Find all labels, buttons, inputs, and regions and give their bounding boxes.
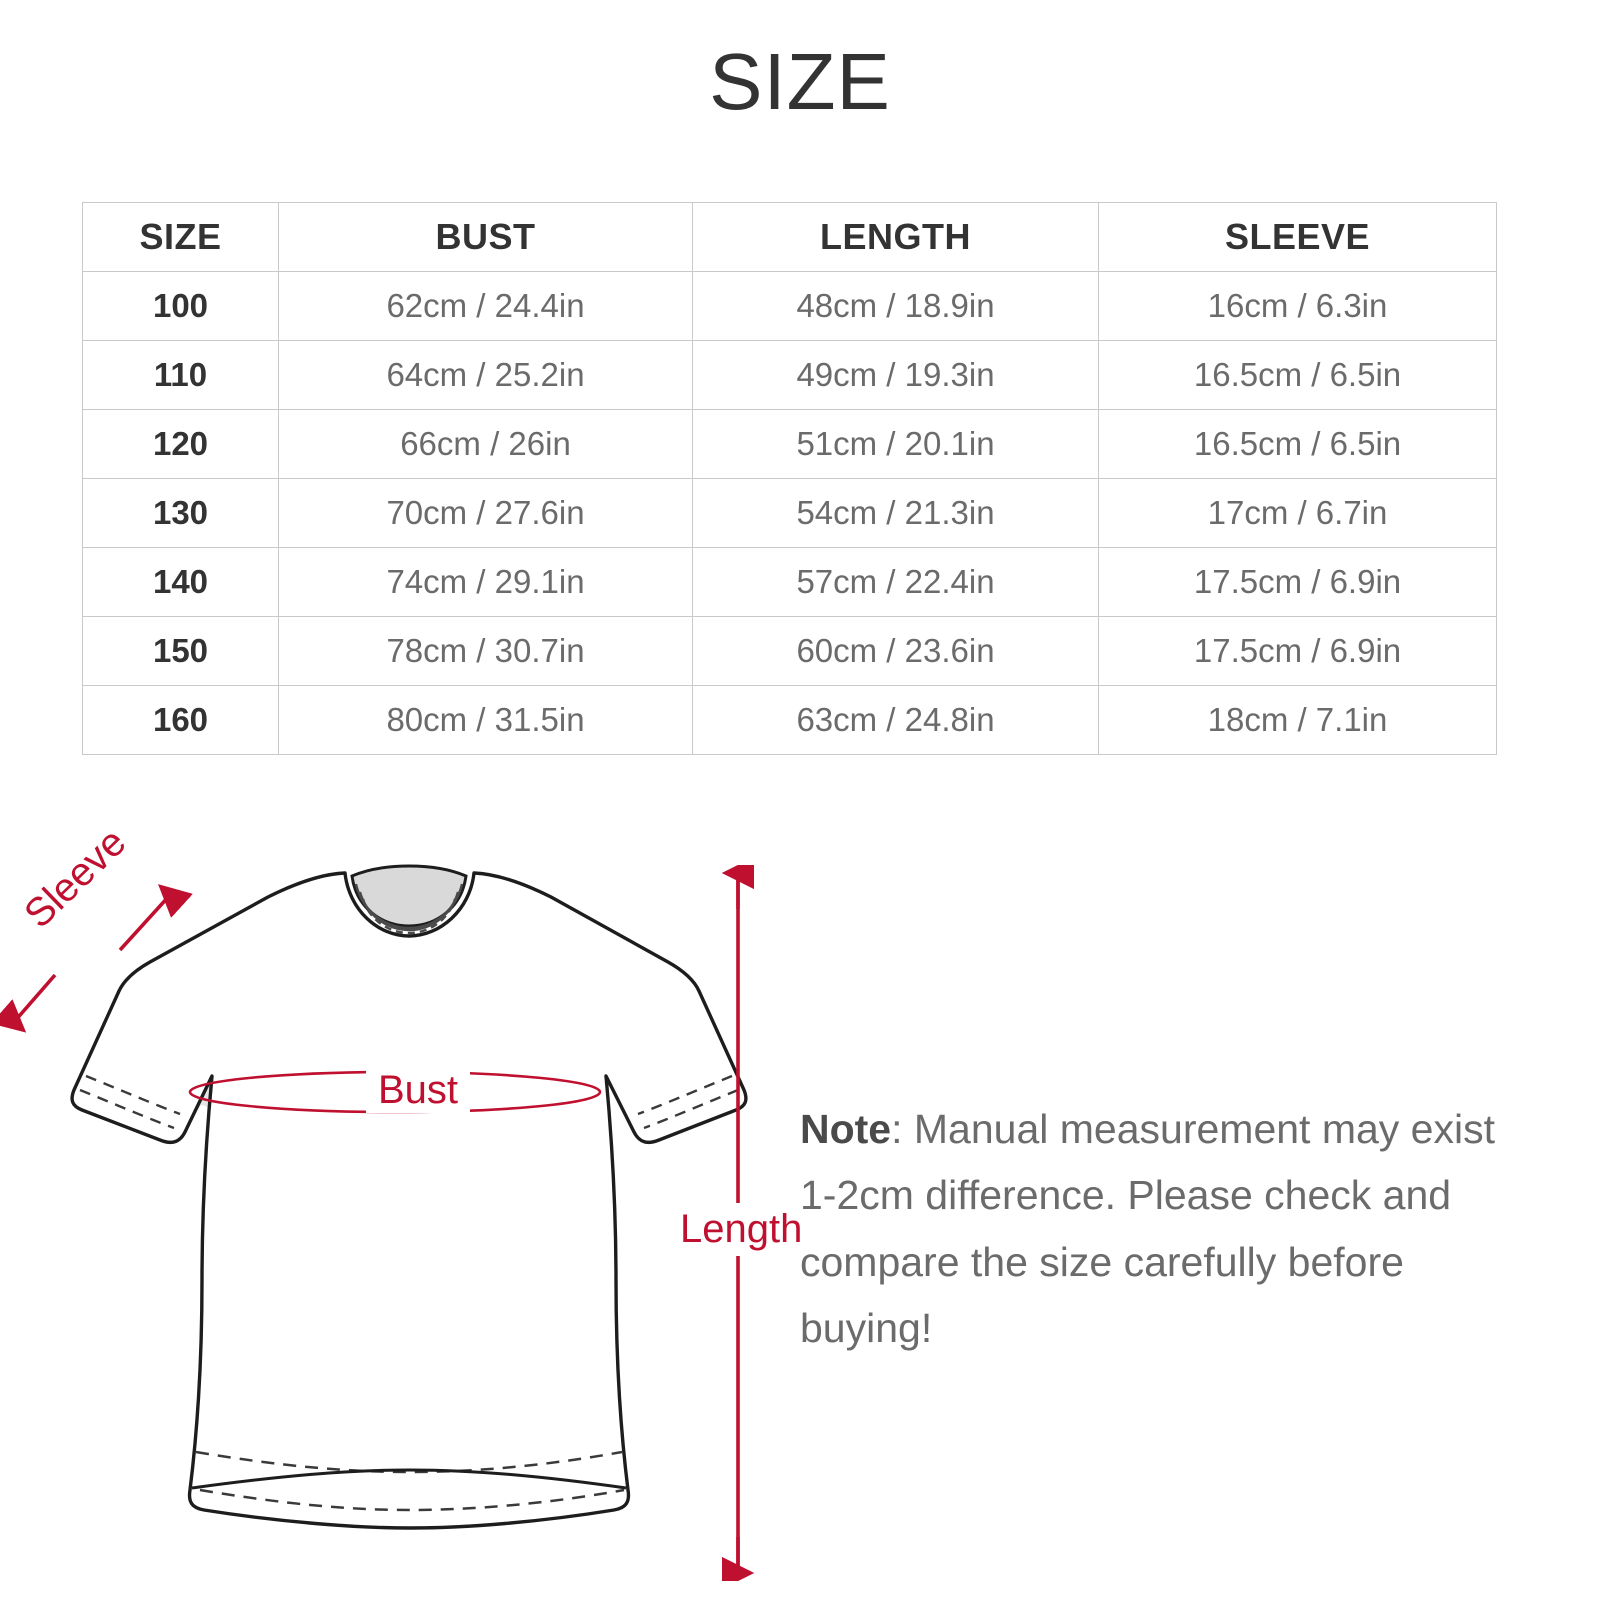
cell-length: 63cm / 24.8in [692, 685, 1099, 755]
cell-length: 49cm / 19.3in [692, 340, 1099, 410]
table-row: 110 64cm / 25.2in 49cm / 19.3in 16.5cm /… [82, 340, 1497, 410]
cell-bust: 74cm / 29.1in [278, 547, 693, 617]
page-title: SIZE [709, 37, 891, 126]
table-row: 140 74cm / 29.1in 57cm / 22.4in 17.5cm /… [82, 547, 1497, 617]
hem-fold [191, 1468, 627, 1490]
tshirt-illustration [0, 840, 800, 1600]
cell-size: 130 [82, 478, 279, 548]
cell-sleeve: 18cm / 7.1in [1098, 685, 1497, 755]
cell-sleeve: 16.5cm / 6.5in [1098, 409, 1497, 479]
cell-length: 51cm / 20.1in [692, 409, 1099, 479]
cell-sleeve: 17.5cm / 6.9in [1098, 547, 1497, 617]
cell-size: 150 [82, 616, 279, 686]
note-label: Note [800, 1106, 892, 1152]
sleeve-stitching [79, 1074, 739, 1130]
table-row: 100 62cm / 24.4in 48cm / 18.9in 16cm / 6… [82, 271, 1497, 341]
hem-stitching [195, 1450, 625, 1512]
cell-length: 48cm / 18.9in [692, 271, 1099, 341]
cell-sleeve: 17cm / 6.7in [1098, 478, 1497, 548]
table-row: 130 70cm / 27.6in 54cm / 21.3in 17cm / 6… [82, 478, 1497, 548]
table-body: 100 62cm / 24.4in 48cm / 18.9in 16cm / 6… [82, 271, 1497, 755]
cell-size: 100 [82, 271, 279, 341]
length-label: Length [672, 1203, 808, 1256]
tshirt-collar-ribs [354, 883, 464, 935]
cell-bust: 80cm / 31.5in [278, 685, 693, 755]
cell-sleeve: 17.5cm / 6.9in [1098, 616, 1497, 686]
cell-length: 60cm / 23.6in [692, 616, 1099, 686]
column-header-bust: BUST [278, 202, 693, 272]
cell-length: 54cm / 21.3in [692, 478, 1099, 548]
bust-label: Bust [366, 1068, 471, 1113]
cell-bust: 64cm / 25.2in [278, 340, 693, 410]
tshirt-collar [350, 864, 468, 928]
cell-length: 57cm / 22.4in [692, 547, 1099, 617]
column-header-length: LENGTH [692, 202, 1099, 272]
note-block: Note: Manual measurement may exist 1-2cm… [800, 1096, 1500, 1362]
cell-bust: 78cm / 30.7in [278, 616, 693, 686]
cell-size: 120 [82, 409, 279, 479]
tshirt-outline [70, 871, 748, 1530]
cell-bust: 70cm / 27.6in [278, 478, 693, 548]
cell-size: 110 [82, 340, 279, 410]
note-separator: : [891, 1106, 914, 1152]
cell-sleeve: 16.5cm / 6.5in [1098, 340, 1497, 410]
table-header: SIZE BUST LENGTH SLEEVE [82, 202, 1497, 272]
column-header-sleeve: SLEEVE [1098, 202, 1497, 272]
table-row: 120 66cm / 26in 51cm / 20.1in 16.5cm / 6… [82, 409, 1497, 479]
table-row: 150 78cm / 30.7in 60cm / 23.6in 17.5cm /… [82, 616, 1497, 686]
table-header-row: SIZE BUST LENGTH SLEEVE [82, 202, 1497, 272]
cell-size: 140 [82, 547, 279, 617]
cell-sleeve: 16cm / 6.3in [1098, 271, 1497, 341]
size-table: SIZE BUST LENGTH SLEEVE 100 62cm / 24.4i… [82, 202, 1497, 755]
column-header-size: SIZE [82, 202, 279, 272]
cell-bust: 66cm / 26in [278, 409, 693, 479]
note-text: Manual measurement may exist 1-2cm diffe… [800, 1106, 1495, 1352]
cell-bust: 62cm / 24.4in [278, 271, 693, 341]
table-row: 160 80cm / 31.5in 63cm / 24.8in 18cm / 7… [82, 685, 1497, 755]
cell-size: 160 [82, 685, 279, 755]
